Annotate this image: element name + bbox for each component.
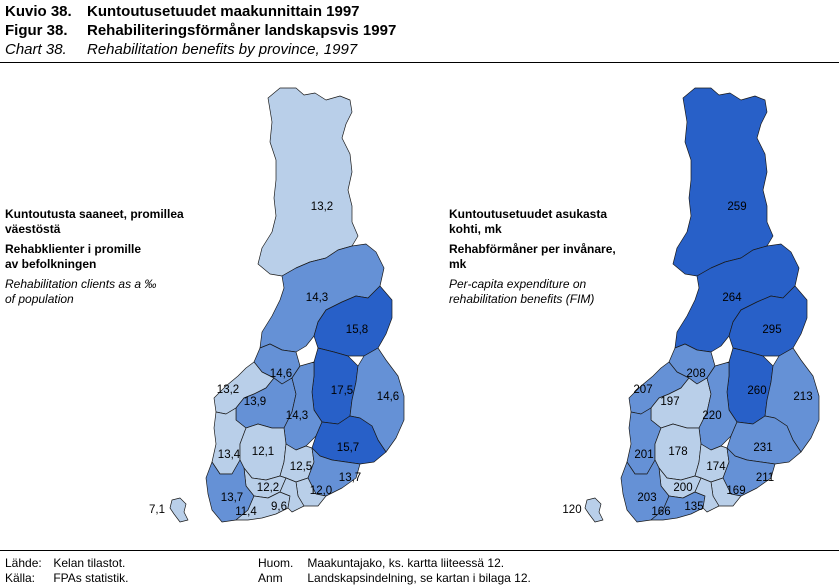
right-map-region-lappi [672, 87, 774, 277]
footer-source-sv: FPAs statistik. [53, 570, 129, 585]
left-legend-fi-line1: Kuntoutusta saaneet, promillea [5, 207, 184, 221]
footer-source-sv-key: Källa: [5, 570, 36, 585]
footer-source: Lähde: Kelan tilastot. Källa: FPAs stati… [5, 556, 128, 585]
right-map-label-helsinki: 135 [684, 501, 703, 513]
left-legend-fi: Kuntoutusta saaneet, promillea väestöstä [5, 207, 235, 236]
map-right: 259 264 295 208 260 213 207 197 220 231 201 178 174 2… [562, 87, 820, 523]
right-legend-en-line1: Per-capita expenditure on [449, 277, 587, 291]
left-map-label-uusimaa: 11,4 [235, 506, 257, 518]
footer-note-fi-key: Huom. [258, 556, 294, 570]
left-map-label-keski-pohjanmaa: 13,2 [217, 384, 239, 396]
right-map-label-oulu: 264 [722, 292, 742, 304]
right-legend-sv-line1: Rehabförmåner per invånare, [449, 242, 616, 256]
header-title-en: Rehabilitation benefits by province, 199… [87, 41, 358, 58]
header-row-sv: Figur 38. Rehabiliteringsförmåner landsk… [5, 21, 396, 40]
left-map-label-varsinais-suomi: 13,7 [221, 492, 243, 504]
right-legend-sv-line2: mk [449, 256, 467, 271]
right-legend-fi-line2: kohti, mk [449, 221, 502, 236]
right-map-region-uusimaa [650, 491, 706, 521]
left-legend-fi-line2: väestöstä [5, 221, 61, 236]
header-key-fi: Kuvio 38. [5, 3, 72, 20]
footer-note-sv: Landskapsindelning, se kartan i bilaga 1… [307, 570, 531, 585]
right-map-label-pohjois-savo: 260 [747, 385, 766, 397]
left-map-region-uusimaa [235, 491, 291, 521]
left-legend-sv-line1: Rehabklienter i promille [5, 242, 142, 256]
right-map-label-keski-suomi: 220 [702, 410, 721, 422]
left-map-region-lappi [257, 87, 359, 277]
header-key-sv: Figur 38. [5, 22, 68, 39]
header-row-en: Chart 38. Rehabilitation benefits by pro… [5, 40, 396, 59]
right-map-label-etela-pohjanmaa: 197 [660, 396, 679, 408]
left-legend-en-line1: Rehabilitation clients as a ‰ [5, 277, 157, 291]
header-key-en: Chart 38. [5, 41, 67, 58]
right-map-region-pohjois-karjala [764, 347, 820, 453]
right-map-label-lappi: 259 [727, 201, 746, 213]
right-legend-fi: Kuntoutusetuudet asukasta kohti, mk [449, 207, 649, 236]
footer-notes: Huom. Maakuntajako, ks. kartta liiteessä… [258, 556, 531, 585]
right-map-region-ahvenanmaa [584, 497, 604, 523]
left-map-label-oulu: 14,3 [306, 292, 328, 304]
left-map-label-kymenlaakso: 13,7 [339, 472, 361, 484]
left-map-label-ita-uusimaa: 12,0 [310, 485, 332, 497]
right-map-label-satakunta: 201 [634, 449, 653, 461]
left-map-label-pohjois-karjala: 14,6 [377, 391, 399, 403]
right-map-label-pirkanmaa: 178 [668, 446, 687, 458]
footer-note-sv-key: Anm [258, 570, 283, 585]
right-map-label-pohjanmaa: 208 [686, 368, 705, 380]
right-map-label-uusimaa: 166 [651, 506, 670, 518]
footer-rule [0, 550, 839, 551]
right-map-label-kanta-hame: 200 [673, 482, 692, 494]
footer-source-fi: Kelan tilastot. [53, 556, 126, 570]
right-legend-en-line2: rehabilitation benefits (FIM) [449, 291, 595, 306]
map-left: 13,2 14,3 15,8 14,6 17,5 14,6 13,2 13,9 14,3 15,7… [149, 87, 405, 523]
left-map-region-pohjois-karjala [349, 347, 405, 453]
header-row-fi: Kuvio 38. Kuntoutusetuudet maakunnittain… [5, 2, 396, 21]
left-legend-sv-line2: av befolkningen [5, 256, 97, 271]
left-map-label-etela-savo: 15,7 [337, 442, 359, 454]
footer-source-fi-key: Lähde: [5, 556, 42, 570]
left-map-label-kanta-hame: 12,2 [257, 482, 279, 494]
right-legend: Kuntoutusetuudet asukasta kohti, mk Reha… [449, 207, 649, 312]
left-map-label-paijat-hame: 12,5 [290, 461, 312, 473]
left-map-region-helsinki [279, 477, 305, 513]
left-map-label-satakunta: 13,4 [218, 449, 241, 461]
left-map-label-kainuu: 15,8 [346, 324, 368, 336]
right-legend-sv: Rehabförmåner per invånare, mk [449, 242, 649, 271]
left-map-label-etela-pohjanmaa: 13,9 [244, 396, 266, 408]
right-map-label-keski-pohjanmaa: 207 [633, 384, 652, 396]
right-legend-fi-line1: Kuntoutusetuudet asukasta [449, 207, 608, 221]
left-map-label-keski-suomi: 14,3 [286, 410, 308, 422]
footer-note-fi: Maakuntajako, ks. kartta liiteessä 12. [307, 556, 505, 570]
chart-header: Kuvio 38. Kuntoutusetuudet maakunnittain… [5, 2, 396, 59]
left-legend: Kuntoutusta saaneet, promillea väestöstä… [5, 207, 235, 312]
left-legend-en-line2: of population [5, 291, 74, 306]
left-map-label-lappi: 13,2 [311, 201, 333, 213]
header-title-fi: Kuntoutusetuudet maakunnittain 1997 [87, 3, 360, 20]
header-title-sv: Rehabiliteringsförmåner landskapsvis 199… [87, 22, 397, 39]
right-map-label-pohjois-karjala: 213 [793, 391, 812, 403]
right-map-label-etela-savo: 231 [753, 442, 772, 454]
left-legend-sv: Rehabklienter i promille av befolkningen [5, 242, 235, 271]
left-map-label-pohjois-savo: 17,5 [331, 385, 353, 397]
left-map-region-ahvenanmaa [169, 497, 189, 523]
right-map-label-ahvenanmaa: 120 [562, 504, 581, 516]
right-map-label-varsinais-suomi: 203 [637, 492, 656, 504]
right-legend-en: Per-capita expenditure on rehabilitation… [449, 277, 649, 306]
left-map-label-pirkanmaa: 12,1 [252, 446, 274, 458]
right-map-label-ita-uusimaa: 169 [726, 485, 745, 497]
header-rule [0, 62, 839, 63]
right-map-label-kymenlaakso: 211 [756, 472, 774, 484]
right-map-region-helsinki [694, 477, 720, 513]
right-map-label-paijat-hame: 174 [706, 461, 726, 473]
left-map-label-helsinki: 9,6 [271, 501, 287, 513]
right-map-label-kainuu: 295 [762, 324, 781, 336]
left-legend-en: Rehabilitation clients as a ‰ of populat… [5, 277, 235, 306]
left-map-label-ahvenanmaa: 7,1 [149, 504, 165, 516]
left-map-label-pohjanmaa: 14,6 [270, 368, 292, 380]
